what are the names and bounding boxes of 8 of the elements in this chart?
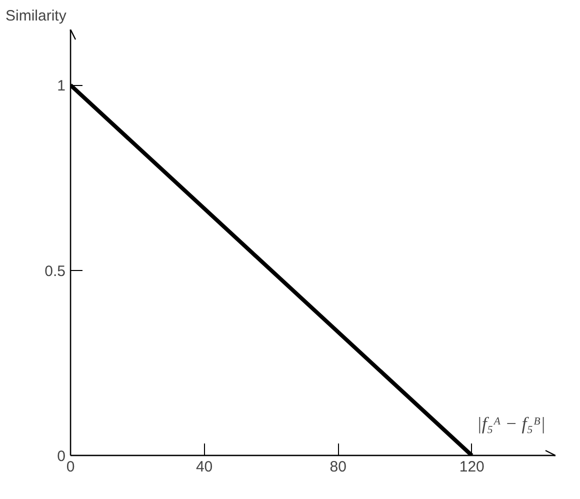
y-tick-label: 0 (57, 448, 66, 465)
x-tick-label: 40 (196, 458, 213, 476)
y-tick-label: 0.5 (44, 262, 66, 280)
x-tick-label: 80 (330, 458, 346, 476)
x-axis-title: |f₅ᴬ − f₅ᴮ| (476, 414, 546, 434)
y-axis-title: Similarity (6, 8, 67, 24)
y-tick-label: 1 (57, 78, 66, 95)
x-tick-label: 120 (459, 458, 484, 476)
